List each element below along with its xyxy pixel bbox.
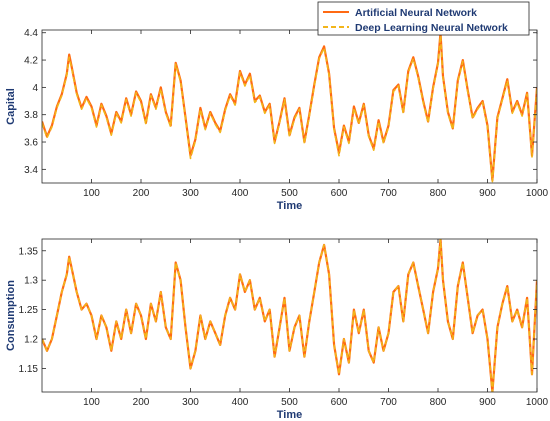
- consumption-x-tick-label: 700: [380, 397, 397, 408]
- legend-label-dlnn: Deep Learning Neural Network: [355, 22, 508, 34]
- consumption-x-tick-label: 300: [182, 397, 199, 408]
- capital-x-tick-label: 800: [430, 188, 447, 199]
- legend: Artificial Neural Network Deep Learning …: [317, 1, 530, 36]
- consumption-x-tick-label: 200: [133, 397, 150, 408]
- consumption-x-tick-label: 400: [232, 397, 249, 408]
- capital-x-tick-label: 100: [83, 188, 100, 199]
- consumption-y-axis-label: Consumption: [5, 280, 17, 351]
- consumption-x-axis-label: Time: [277, 409, 302, 421]
- capital-x-tick-label: 300: [182, 188, 199, 199]
- capital-x-axis-label: Time: [277, 200, 302, 212]
- consumption-x-tick-label: 500: [281, 397, 298, 408]
- capital-series-dlnn-line: [42, 34, 537, 183]
- capital-y-tick-label: 3.6: [24, 138, 38, 149]
- capital-x-tick-label: 1000: [526, 188, 549, 199]
- capital-x-tick-label: 600: [331, 188, 348, 199]
- consumption-x-tick-label: 1000: [526, 397, 549, 408]
- capital-axes-box: [41, 29, 538, 184]
- consumption-series-dlnn-line: [42, 239, 537, 392]
- capital-x-tick-label: 400: [232, 188, 249, 199]
- legend-label-ann: Artificial Neural Network: [355, 7, 477, 19]
- capital-x-tick-label: 900: [479, 188, 496, 199]
- capital-y-tick-label: 4.2: [24, 56, 38, 67]
- consumption-chart: 100 200 300 400 500 600 700 800 900 1000 1.15 1.2 1.…: [5, 238, 549, 421]
- capital-series-ann-line: [42, 31, 537, 182]
- consumption-x-tick-label: 900: [479, 397, 496, 408]
- consumption-x-tick-label: 100: [83, 397, 100, 408]
- capital-y-tick-label: 4: [32, 83, 38, 94]
- consumption-y-tick-label: 1.25: [19, 305, 39, 316]
- legend-box: [317, 1, 530, 36]
- consumption-y-tick-label: 1.2: [24, 335, 38, 346]
- capital-y-axis-label: Capital: [5, 88, 17, 125]
- capital-x-tick-label: 700: [380, 188, 397, 199]
- consumption-x-tick-label: 800: [430, 397, 447, 408]
- consumption-y-tick-label: 1.3: [24, 276, 38, 287]
- capital-x-tick-label: 500: [281, 188, 298, 199]
- capital-y-tick-label: 3.4: [24, 165, 38, 176]
- capital-y-tick-label: 4.4: [24, 28, 38, 39]
- capital-x-tick-label: 200: [133, 188, 150, 199]
- consumption-series-ann-line: [42, 239, 537, 392]
- consumption-y-tick-label: 1.15: [19, 364, 39, 375]
- capital-chart: 100 200 300 400 500 600 700 800 900 1000 3.4 3.6 3.8…: [5, 28, 549, 212]
- consumption-x-tick-label: 600: [331, 397, 348, 408]
- consumption-y-tick-label: 1.35: [19, 246, 39, 257]
- capital-y-tick-label: 3.8: [24, 110, 38, 121]
